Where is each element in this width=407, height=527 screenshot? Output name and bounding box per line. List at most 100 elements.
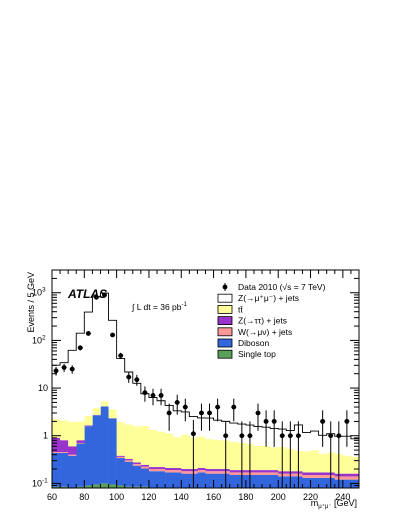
single-top-bin <box>84 485 93 488</box>
data-point <box>110 332 115 338</box>
data-point <box>263 418 269 424</box>
tt-bin <box>157 431 166 468</box>
x-tick-label: 120 <box>141 492 156 502</box>
w-jets-bin <box>197 470 206 473</box>
z-jets-bin <box>132 462 142 464</box>
z-jets-bin <box>132 383 142 427</box>
y-tick-label: 10 <box>38 383 48 393</box>
legend-swatch-z-jets <box>217 293 233 303</box>
diboson-bin <box>229 474 239 488</box>
w-jets-bin <box>116 456 126 459</box>
tt-bin <box>108 409 117 419</box>
data-point <box>61 365 67 370</box>
x-tick-label: 100 <box>109 492 124 502</box>
data-point <box>158 393 164 398</box>
w-jets-bin <box>68 454 77 456</box>
data-point <box>85 331 91 336</box>
z-jets-bin <box>197 468 206 471</box>
diboson-bin <box>181 473 190 488</box>
data-point <box>150 393 156 398</box>
w-jets-bin <box>157 469 166 472</box>
legend-label: Diboson <box>238 338 269 348</box>
tt-bin <box>213 439 222 470</box>
tt-bin <box>318 453 327 473</box>
diboson-bin <box>197 472 206 488</box>
diboson-bin <box>124 461 134 487</box>
diboson-bin <box>52 452 61 487</box>
tt-bin <box>116 422 126 456</box>
data-point <box>328 433 334 439</box>
z-jets-bin <box>52 437 61 453</box>
diboson-bin <box>148 471 158 488</box>
z-jets-bin <box>302 472 311 475</box>
x-tick-label: 220 <box>303 492 318 502</box>
luminosity-label: ∫ L dt = 36 pb-1 <box>131 302 188 312</box>
tt-bin <box>310 450 319 473</box>
data-point <box>344 418 350 424</box>
z-jets-bin <box>205 469 214 472</box>
diboson-bin <box>213 473 222 488</box>
data-point <box>166 410 172 416</box>
tt-bin <box>350 456 360 474</box>
z-jets-bin <box>108 320 117 410</box>
x-tick-label: 80 <box>79 492 89 502</box>
y-tick-label: 10 <box>32 288 42 298</box>
tt-bin <box>165 433 174 469</box>
diboson-bin <box>318 477 327 488</box>
tt-bin <box>84 415 93 426</box>
data-point <box>207 410 212 416</box>
z-jets-bin <box>68 350 77 422</box>
diboson-bin <box>92 415 101 485</box>
data-points <box>53 292 350 488</box>
data-point <box>102 292 107 298</box>
z-jets-bin <box>116 455 126 457</box>
tt-bin <box>52 419 61 438</box>
legend: Data 2010 (√s = 7 TeV)Z(→μ⁺μ⁻) + jetstt̄… <box>217 282 326 359</box>
z-jets-bin <box>350 473 360 477</box>
z-jets-bin <box>181 469 190 472</box>
diboson-bin <box>116 458 126 486</box>
x-tick-label: 60 <box>47 492 57 502</box>
tt-bin <box>140 426 150 465</box>
diboson-bin <box>165 472 174 488</box>
w-jets-bin <box>173 470 182 473</box>
w-jets-bin <box>318 474 327 478</box>
w-jets-bin <box>60 452 69 453</box>
w-jets-bin <box>342 476 352 480</box>
data-point <box>174 400 180 405</box>
z-jets-bin <box>148 397 158 430</box>
data-point <box>69 366 75 372</box>
w-jets-bin <box>165 470 174 473</box>
tt-bin <box>100 401 109 407</box>
x-tick-label: 200 <box>271 492 286 502</box>
diboson-bin <box>270 474 279 488</box>
diboson-bin <box>173 472 182 488</box>
single-top-bin <box>108 484 117 488</box>
data-point <box>142 390 148 396</box>
single-top-bin <box>124 486 134 488</box>
data-point <box>223 433 229 439</box>
data-point <box>336 433 342 439</box>
z-jets-bin <box>262 470 271 473</box>
z-jets-bin <box>60 440 69 453</box>
z-jets-bin <box>229 470 239 473</box>
single-top-bin <box>76 486 85 488</box>
tt-bin <box>181 434 190 470</box>
data-point <box>279 433 285 439</box>
single-top-bin <box>60 486 69 488</box>
legend-label: Data 2010 (√s = 7 TeV) <box>238 282 326 292</box>
z-jets-bin <box>157 467 166 470</box>
w-jets-bin <box>148 469 158 472</box>
y-axis-label: Events / 5 GeV <box>26 272 36 333</box>
tt-bin <box>76 421 85 441</box>
z-jets-bin <box>124 372 134 425</box>
z-jets-bin <box>165 468 174 471</box>
single-top-bin <box>100 483 109 488</box>
z-jets-bin <box>350 438 360 457</box>
tt-bin <box>253 445 263 471</box>
tt-bin <box>148 429 158 468</box>
diboson-bin <box>302 477 311 488</box>
z-jets-bin <box>140 393 150 427</box>
z-jets-bin <box>60 362 69 421</box>
